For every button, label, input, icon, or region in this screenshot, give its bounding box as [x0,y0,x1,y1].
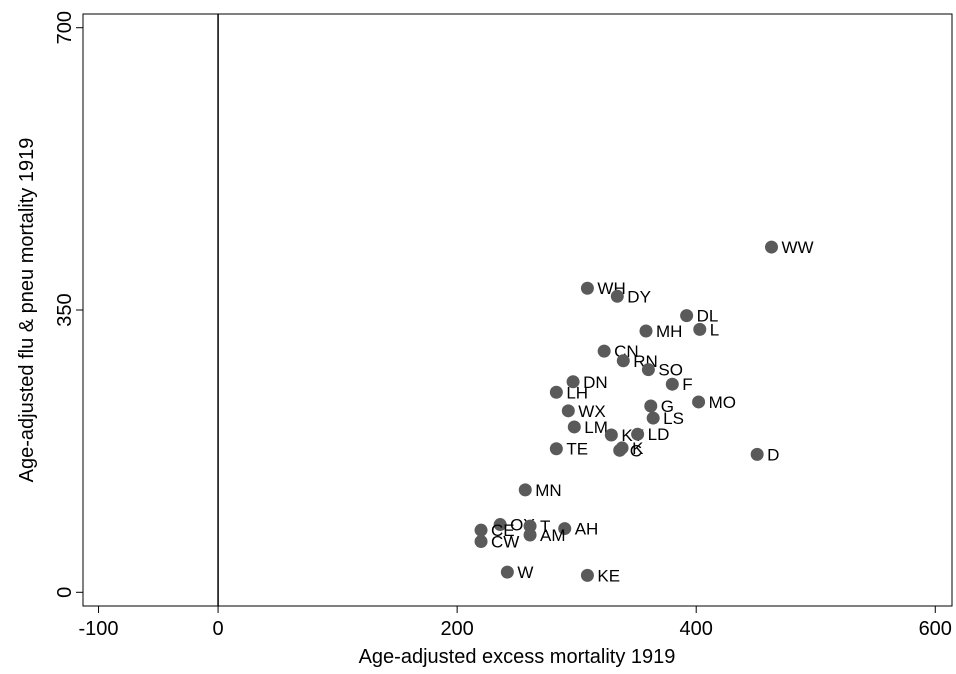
point-label: MH [656,322,682,341]
y-tick-label: 0 [54,587,76,598]
y-tick-label: 350 [54,293,76,326]
point-label: DY [627,287,651,306]
point [580,568,594,582]
point-label: K [632,439,644,458]
point [549,442,563,456]
point-label: TE [566,440,588,459]
point-label: AM [540,526,566,545]
point-label: LS [663,409,684,428]
point [474,534,488,548]
point-label: D [767,445,779,464]
point [610,289,624,303]
point-label: G [661,397,674,416]
point-label: WW [782,238,814,257]
point [665,377,679,391]
point [639,324,653,338]
point-label: KE [597,566,620,585]
point-label: AH [575,520,599,539]
point [549,385,563,399]
x-tick-label: 400 [680,618,713,640]
y-axis-label: Age-adjusted flu & pneu mortality 1919 [16,138,38,483]
point-label: DL [697,307,719,326]
x-axis-label: Age-adjusted excess mortality 1919 [359,646,676,668]
x-tick-label: 200 [440,618,473,640]
point-label: L [710,320,719,339]
point-label: CW [491,532,519,551]
point [765,240,779,254]
point-label: WX [578,402,605,421]
point [567,420,581,434]
x-tick-label: 600 [919,618,952,640]
point-label: F [682,375,692,394]
point [523,528,537,542]
point [692,395,706,409]
point [616,354,630,368]
x-tick-label: -100 [79,618,119,640]
point [558,522,572,536]
point [615,441,629,455]
point-label: MO [709,393,736,412]
point [580,281,594,295]
point-label: LD [648,425,670,444]
point-label: LM [584,418,608,437]
point-label: CE [491,521,515,540]
point [631,427,645,441]
y-tick-label: 700 [54,11,76,44]
point [566,375,580,389]
point-label: C [630,441,642,460]
point [680,309,694,323]
point [561,404,575,418]
point [750,447,764,461]
point-label: SO [658,361,683,380]
point-label: T [540,517,550,536]
point [597,344,611,358]
point [644,399,658,413]
point [474,523,488,537]
point-label: MN [535,481,561,500]
point [646,411,660,425]
x-tick-label: 0 [213,618,224,640]
point [493,518,507,532]
point [641,363,655,377]
point [500,565,514,579]
point [693,322,707,336]
point-label: DN [583,373,608,392]
point-label: LH [566,383,588,402]
point-label: W [517,563,533,582]
point [604,428,618,442]
point [518,483,532,497]
